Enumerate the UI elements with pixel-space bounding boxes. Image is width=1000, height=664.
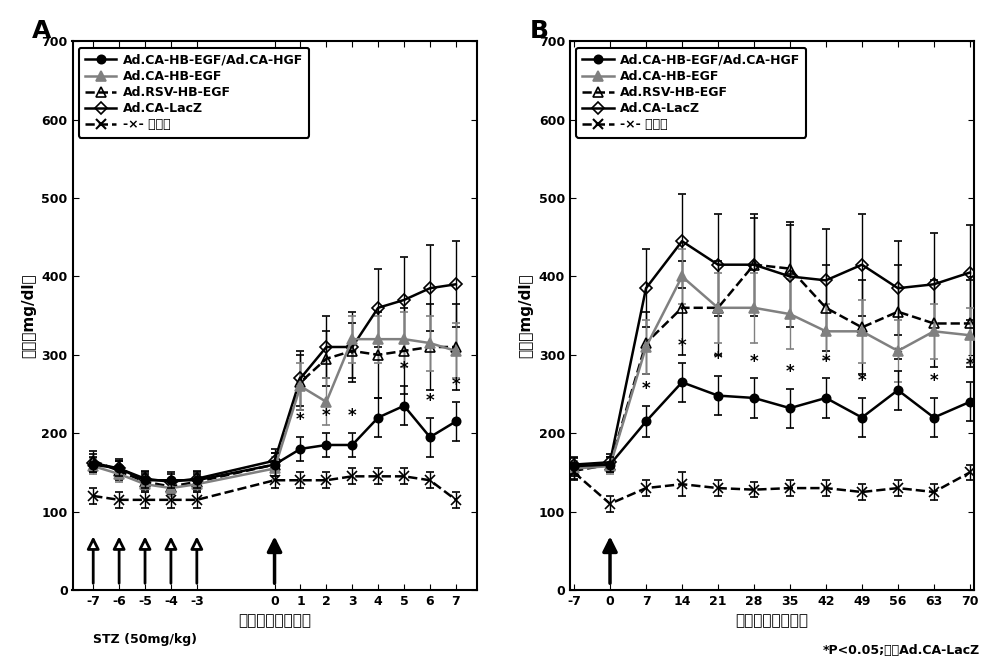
Y-axis label: 血糖（mg/dl）: 血糖（mg/dl） bbox=[518, 274, 533, 358]
Text: *: * bbox=[400, 361, 408, 378]
Text: *: * bbox=[786, 363, 794, 380]
Text: *: * bbox=[348, 408, 357, 426]
Text: STZ (50mg/kg): STZ (50mg/kg) bbox=[93, 633, 197, 646]
Text: *: * bbox=[930, 372, 938, 390]
Text: *: * bbox=[822, 353, 830, 371]
X-axis label: 病毒注射后（天）: 病毒注射后（天） bbox=[238, 614, 311, 628]
Text: *: * bbox=[714, 350, 722, 368]
Text: *: * bbox=[322, 408, 331, 426]
X-axis label: 病毒注射后（天）: 病毒注射后（天） bbox=[735, 614, 808, 628]
Text: B: B bbox=[530, 19, 549, 43]
Text: *: * bbox=[426, 392, 434, 410]
Y-axis label: 血糖（mg/dl）: 血糖（mg/dl） bbox=[21, 274, 36, 358]
Text: *: * bbox=[750, 353, 758, 371]
Text: A: A bbox=[32, 19, 51, 43]
Legend: Ad.CA-HB-EGF/Ad.CA-HGF, Ad.CA-HB-EGF, Ad.RSV-HB-EGF, Ad.CA-LacZ, -×- 完整的: Ad.CA-HB-EGF/Ad.CA-HGF, Ad.CA-HB-EGF, Ad… bbox=[79, 48, 309, 137]
Text: *P<0.05;比照Ad.CA-LacZ: *P<0.05;比照Ad.CA-LacZ bbox=[823, 644, 980, 657]
Text: *: * bbox=[296, 411, 305, 430]
Text: *: * bbox=[894, 345, 902, 363]
Text: *: * bbox=[452, 376, 460, 394]
Text: *: * bbox=[858, 372, 866, 390]
Text: *: * bbox=[966, 357, 974, 374]
Text: *: * bbox=[678, 337, 686, 355]
Legend: Ad.CA-HB-EGF/Ad.CA-HGF, Ad.CA-HB-EGF, Ad.RSV-HB-EGF, Ad.CA-LacZ, -×- 完整的: Ad.CA-HB-EGF/Ad.CA-HGF, Ad.CA-HB-EGF, Ad… bbox=[576, 48, 806, 137]
Text: *: * bbox=[642, 380, 650, 398]
